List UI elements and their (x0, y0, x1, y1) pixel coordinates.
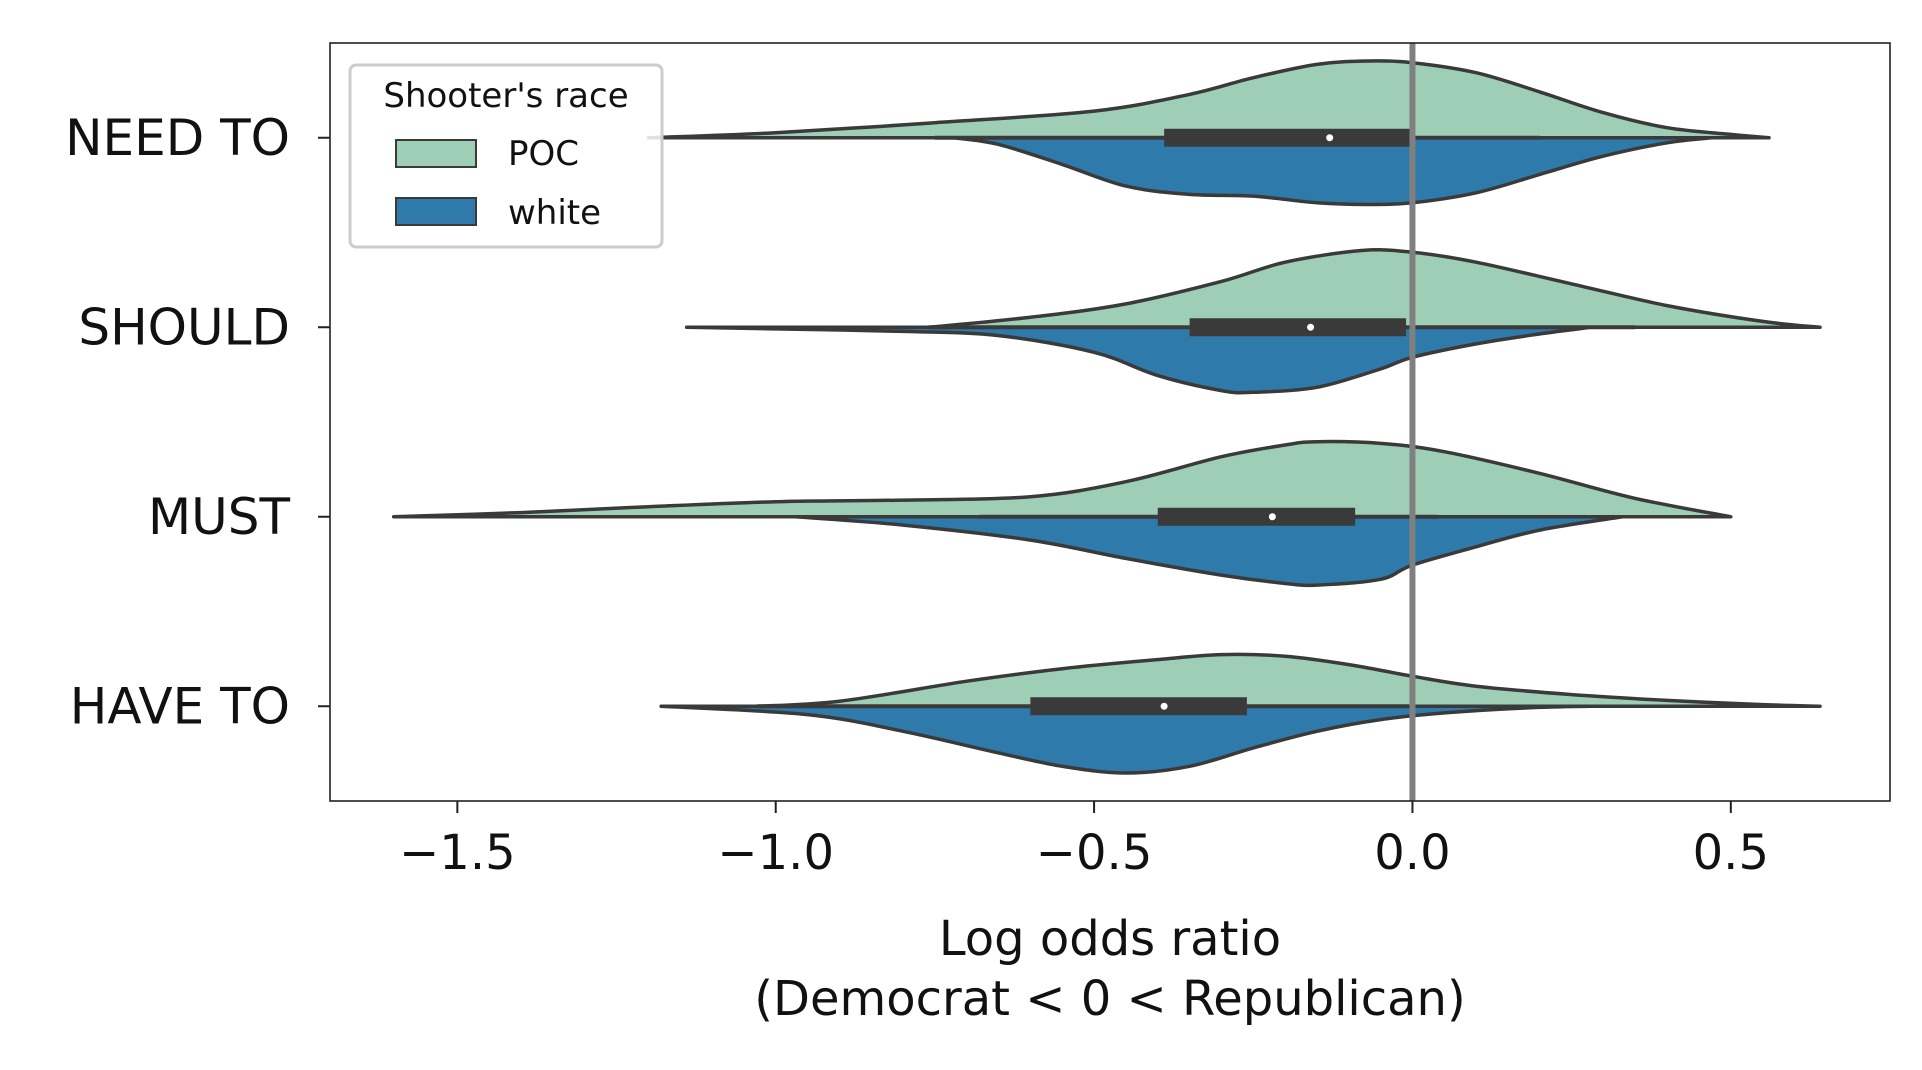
box-median-should (1307, 323, 1315, 331)
plot-frame (329, 42, 1891, 802)
x-tick-label: −0.5 (1036, 825, 1153, 881)
legend-swatch-poc (395, 139, 477, 168)
y-tick-label-have-to: HAVE TO (70, 677, 290, 735)
box-layer (756, 128, 1636, 716)
box-iqr-should (1189, 318, 1407, 337)
legend: Shooter's race POC white (348, 63, 664, 249)
legend-title: Shooter's race (383, 76, 628, 116)
violin-poc-should (926, 248, 1822, 330)
x-axis-label-line1: Log odds ratio (939, 911, 1281, 967)
box-median-need-to (1326, 134, 1334, 142)
y-tick-label-need-to: NEED TO (65, 109, 290, 167)
x-tick-label: −1.0 (717, 825, 834, 881)
legend-swatch-white (395, 197, 477, 226)
x-axis: −1.5 −1.0 −0.5 0.0 0.5 (399, 801, 1769, 881)
x-tick-label: 0.5 (1693, 825, 1769, 881)
legend-label-white: white (508, 193, 601, 233)
x-tick-label: 0.0 (1374, 825, 1450, 881)
x-tick-label: −1.5 (399, 825, 516, 881)
violin-poc-must (391, 439, 1733, 519)
violin-poc-need-to (646, 59, 1771, 140)
x-axis-label-line2: (Democrat < 0 < Republican) (754, 971, 1465, 1027)
y-tick-label-should: SHOULD (78, 298, 290, 356)
violin-white-need-to (952, 136, 1714, 207)
box-median-must (1268, 513, 1276, 521)
violin-white-should (684, 325, 1593, 395)
violin-poc-have-to (754, 652, 1822, 709)
violin-layer (391, 59, 1822, 775)
violin-white-have-to (659, 704, 1593, 775)
box-iqr-need-to (1164, 128, 1413, 147)
legend-label-poc: POC (508, 134, 579, 174)
y-tick-label-must: MUST (148, 488, 290, 546)
violin-white-must (793, 515, 1625, 588)
box-iqr-have-to (1030, 697, 1247, 716)
box-median-have-to (1160, 702, 1168, 710)
box-iqr-must (1157, 507, 1356, 526)
y-axis: NEED TO SHOULD MUST HAVE TO (65, 109, 330, 735)
